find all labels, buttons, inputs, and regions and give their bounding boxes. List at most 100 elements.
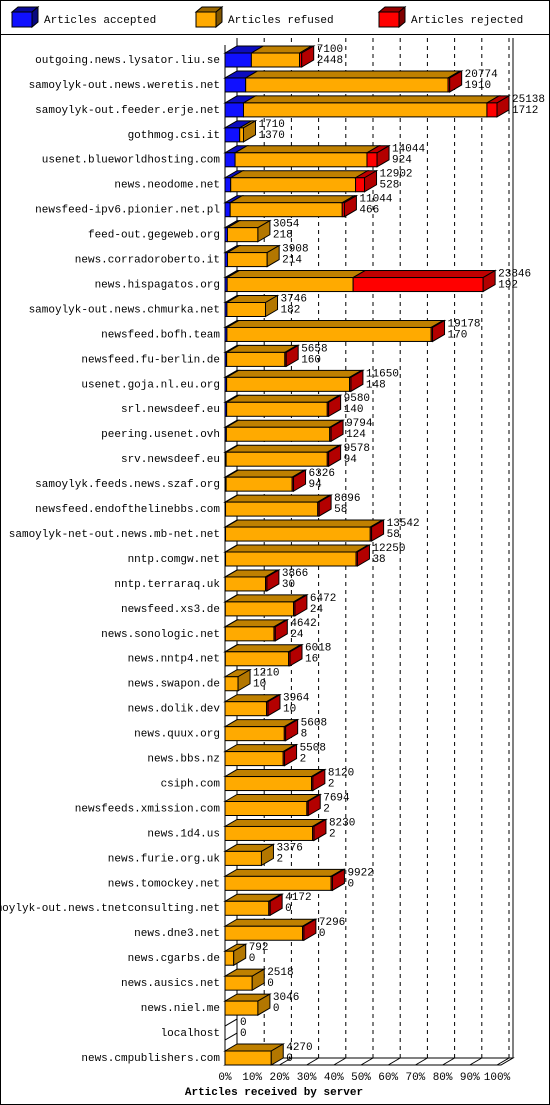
count-label: 10 [253,679,266,691]
y-tick-label: usenet.blueworldhosting.com [42,155,221,167]
y-tick-label: news.corradoroberto.it [75,255,220,267]
bar-side [257,219,271,243]
total-label: 9580 [344,393,370,405]
total-label: 0 [240,1017,247,1029]
count-label: 2 [276,853,283,865]
total-label: 12250 [372,543,405,555]
bar-side [328,444,342,468]
total-label: 6018 [305,643,331,655]
bar-side [265,294,279,318]
y-tick-label: news.furie.org.uk [108,853,221,865]
bar-segment [226,376,351,392]
total-label: 3866 [282,568,308,580]
bar-segment [226,252,268,268]
y-tick-label: news.sonologic.net [101,629,220,641]
count-label: 58 [334,504,347,516]
count-label: 2 [329,828,336,840]
bar-side [303,918,317,942]
y-tick-label: samoylyk.feeds.news.szaf.org [35,479,220,491]
total-label: 9922 [347,867,373,879]
bar-side [233,943,247,967]
bar-segment [224,127,241,143]
x-tick-label: 20% [269,1072,289,1084]
bar-segment [225,476,293,492]
bar-side [257,993,271,1016]
total-label: 5658 [301,343,327,355]
y-tick-label: nntp.terraraq.uk [114,579,220,591]
total-label: 6472 [310,593,336,605]
count-label: 528 [380,180,400,192]
bar-side [313,818,327,842]
bar-side [496,95,510,118]
bar-top [233,145,381,154]
bar-side [269,893,283,917]
y-tick-label: news.nntp4.net [128,654,220,666]
bar-side [330,419,344,443]
total-label: 9578 [344,443,370,455]
bar-side [266,569,280,592]
bar-segment [224,202,231,218]
bar-segment [224,975,253,991]
total-label: 792 [249,942,269,954]
bar-side [364,169,378,193]
bar-top [241,95,501,104]
bar-segment [486,102,498,118]
count-label: 218 [273,230,293,242]
count-label: 0 [319,928,326,940]
bar-top [228,195,357,204]
count-label: 2 [328,778,335,790]
total-label: 1210 [253,668,279,680]
y-tick-label: usenet.goja.nl.eu.org [81,379,220,391]
count-label: 0 [267,978,274,990]
count-label: 1712 [512,105,538,117]
bar-side [356,544,370,567]
x-tick-label: 60% [378,1072,398,1084]
bar-top [225,319,446,328]
bar-side [274,618,288,642]
total-label: 4270 [286,1042,312,1054]
x-tick-label: 30% [297,1072,317,1084]
count-label: 160 [301,354,321,366]
total-label: 20774 [465,69,498,81]
count-label: 924 [392,155,412,167]
bar-segment [355,177,366,193]
count-label: 2 [300,754,307,766]
total-label: 6326 [309,468,335,480]
bar-side [350,369,364,393]
total-label: 5508 [300,743,326,755]
y-tick-label: newsfeed.endofthelinebbs.com [35,504,220,516]
bar-segment [224,875,332,891]
count-label: 0 [240,1028,247,1040]
total-label: 1710 [258,119,284,131]
bar-side [284,743,298,767]
count-label: 466 [359,205,379,217]
bar-segment [224,77,247,93]
total-label: 4642 [290,618,316,630]
count-label: 24 [290,629,304,641]
count-label: 0 [273,1003,280,1015]
bar-side [449,70,463,93]
bar-segment [224,152,236,168]
bar-segment [224,177,232,193]
total-label: 5608 [301,718,327,730]
total-label: 23846 [498,268,531,280]
bar-side [293,469,307,493]
y-tick-label: news.dolik.dev [128,704,221,716]
total-label: 7296 [319,917,345,929]
x-tick-label: 80% [433,1072,453,1084]
bar-top [223,494,332,503]
y-tick-label: news.neodome.net [114,180,220,192]
y-tick-label: newsfeed.fu-berlin.de [81,354,220,366]
total-label: 8120 [328,767,354,779]
bar-top [351,270,497,279]
bar-top [223,818,327,827]
bar-side [432,319,446,343]
count-label: 0 [286,1053,293,1065]
legend-label: Articles rejected [411,15,523,27]
bar-segment [224,701,268,717]
total-label: 8696 [334,493,360,505]
y-tick-label: news.dne3.net [134,928,220,940]
y-tick-label: srv.newsdeef.eu [121,454,220,466]
bar-segment [226,401,328,417]
bar-segment [224,726,285,742]
